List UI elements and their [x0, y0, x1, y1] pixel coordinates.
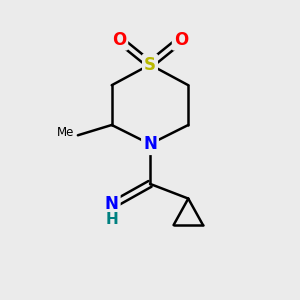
Text: S: S [144, 56, 156, 74]
Text: N: N [105, 196, 119, 214]
Text: O: O [174, 31, 188, 49]
Text: N: N [143, 135, 157, 153]
Text: H: H [105, 212, 118, 227]
Text: O: O [112, 31, 126, 49]
Text: Me: Me [57, 126, 74, 140]
